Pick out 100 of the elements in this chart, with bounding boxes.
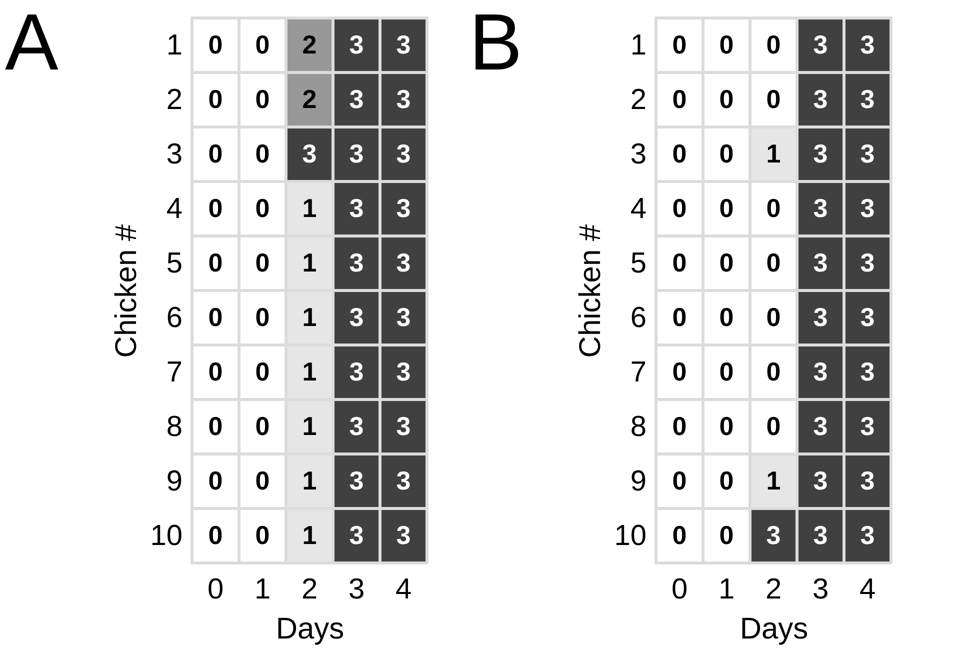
data-label: 0	[255, 302, 270, 332]
data-label: 3	[349, 29, 364, 60]
data-label: 0	[719, 247, 734, 278]
data-label: 0	[672, 410, 687, 441]
data-label: 3	[349, 465, 364, 496]
data-label: 1	[766, 138, 781, 168]
data-label: 3	[813, 247, 828, 278]
y-tick-label: 2	[630, 84, 646, 116]
data-label: 0	[255, 465, 270, 496]
y-tick-label: 3	[630, 138, 646, 170]
x-tick-label: 1	[718, 574, 735, 606]
data-label: 1	[302, 302, 317, 332]
data-label: 0	[208, 192, 223, 223]
data-label: 0	[672, 84, 687, 114]
data-label: 0	[672, 138, 687, 168]
data-label: 0	[719, 84, 734, 114]
data-label: 3	[860, 356, 875, 386]
data-label: 0	[766, 356, 781, 386]
data-label: 3	[349, 84, 364, 114]
data-label: 0	[208, 520, 223, 550]
data-label: 3	[813, 84, 828, 114]
data-label: 0	[719, 29, 734, 60]
x-tick-label: 1	[254, 574, 271, 606]
y-tick-label: 7	[166, 356, 182, 388]
y-tick-label: 4	[166, 192, 182, 225]
data-label: 3	[860, 192, 875, 223]
data-label: 3	[349, 356, 364, 386]
data-label: 0	[672, 29, 687, 60]
data-label: 0	[719, 192, 734, 223]
data-label: 3	[813, 29, 828, 60]
data-label: 1	[302, 520, 317, 550]
data-label: 0	[255, 520, 270, 550]
data-label: 3	[396, 356, 411, 386]
data-label: 0	[672, 465, 687, 496]
data-label: 0	[766, 29, 781, 60]
y-tick-label: 6	[630, 302, 646, 334]
data-label: 0	[672, 302, 687, 332]
data-label: 0	[208, 247, 223, 278]
data-label: 3	[813, 410, 828, 441]
data-label: 0	[255, 192, 270, 223]
data-label: 2	[302, 29, 317, 60]
data-label: 3	[396, 192, 411, 223]
x-tick-label: 3	[348, 574, 365, 606]
data-label: 0	[208, 84, 223, 114]
data-label: 2	[302, 84, 317, 114]
data-label: 0	[672, 247, 687, 278]
data-label: 0	[719, 302, 734, 332]
data-label: 1	[302, 192, 317, 223]
y-tick-label: 5	[166, 247, 182, 280]
data-label: 3	[860, 138, 875, 168]
data-label: 3	[349, 247, 364, 278]
data-label: 3	[349, 520, 364, 550]
x-tick-label: 2	[301, 574, 318, 606]
data-label: 0	[255, 29, 270, 60]
chart-title: A	[5, 0, 60, 86]
x-axis-title: Days	[740, 612, 808, 646]
data-label: 3	[349, 138, 364, 168]
data-label: 0	[255, 138, 270, 168]
data-label: 3	[349, 410, 364, 441]
x-tick-label: 0	[207, 574, 224, 606]
data-label: 3	[396, 29, 411, 60]
data-label: 0	[672, 192, 687, 223]
data-label: 3	[860, 465, 875, 496]
data-label: 0	[208, 356, 223, 386]
data-label: 1	[302, 410, 317, 441]
data-label: 3	[396, 465, 411, 496]
data-label: 0	[719, 520, 734, 550]
data-label: 3	[396, 247, 411, 278]
data-label: 3	[813, 356, 828, 386]
data-label: 0	[208, 29, 223, 60]
data-label: 3	[860, 410, 875, 441]
data-label: 1	[302, 465, 317, 496]
data-label: 0	[766, 84, 781, 114]
y-tick-label: 3	[166, 138, 182, 170]
data-label: 0	[672, 520, 687, 550]
data-label: 0	[208, 465, 223, 496]
data-label: 3	[396, 410, 411, 441]
data-label: 0	[719, 138, 734, 168]
data-label: 0	[208, 410, 223, 441]
y-tick-label: 10	[614, 520, 646, 552]
data-label: 0	[719, 465, 734, 496]
y-tick-label: 1	[630, 29, 646, 62]
data-label: 3	[349, 192, 364, 223]
data-label: 0	[766, 302, 781, 332]
data-label: 0	[255, 410, 270, 441]
data-label: 3	[860, 302, 875, 332]
data-label: 3	[396, 520, 411, 550]
data-label: 1	[302, 247, 317, 278]
y-axis-title: Chicken #	[110, 224, 144, 358]
data-label: 3	[860, 520, 875, 550]
chart-title: B	[469, 0, 522, 86]
data-label: 3	[813, 138, 828, 168]
y-axis-title: Chicken #	[574, 224, 608, 358]
data-label: 3	[396, 84, 411, 114]
y-tick-label: 9	[630, 465, 646, 498]
data-label: 3	[813, 192, 828, 223]
y-tick-label: 4	[630, 192, 646, 225]
data-label: 3	[860, 29, 875, 60]
data-label: 3	[396, 138, 411, 168]
data-label: 0	[255, 84, 270, 114]
